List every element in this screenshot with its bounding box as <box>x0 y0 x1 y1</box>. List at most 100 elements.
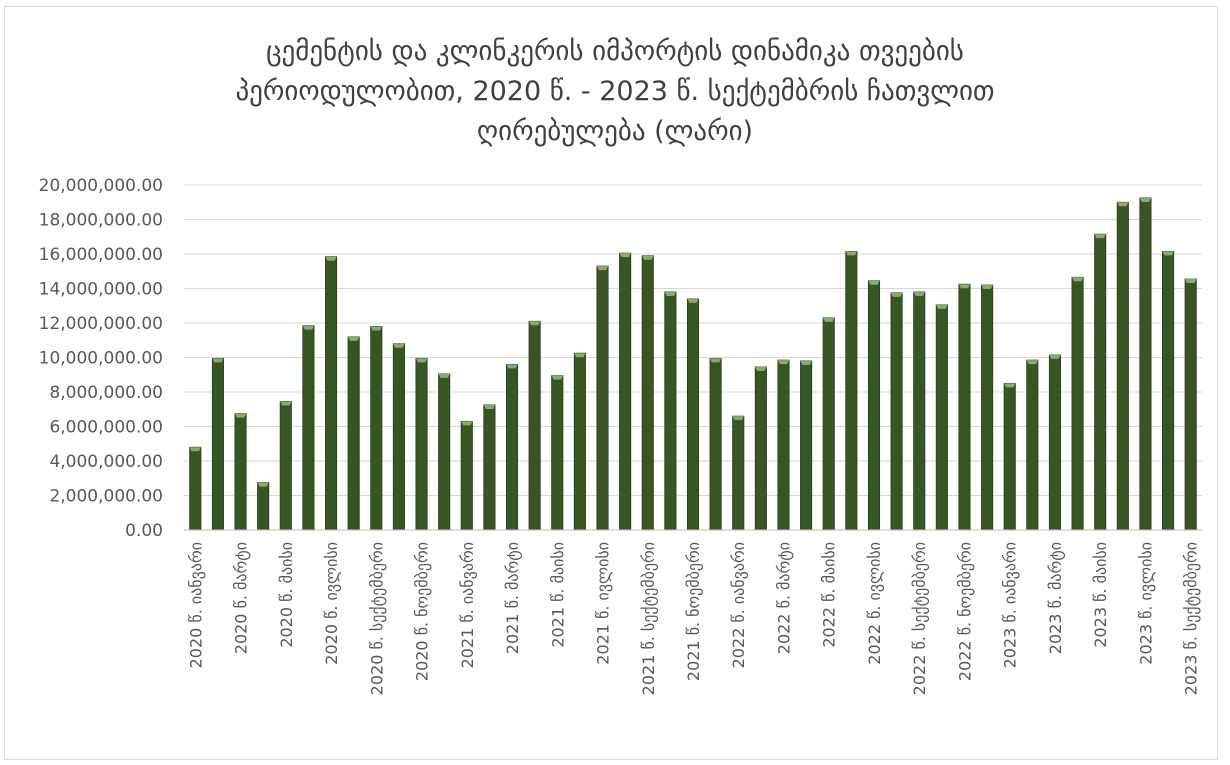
bar-highlight <box>936 304 948 309</box>
bar-highlight <box>1071 277 1084 282</box>
y-tick-label: 12,000,000.00 <box>39 314 163 334</box>
bar <box>1071 276 1084 531</box>
x-tick-label: 2022 წ. ივლისი <box>865 542 884 665</box>
bar <box>347 336 360 531</box>
bar-highlight <box>845 251 858 256</box>
bar <box>1139 197 1152 531</box>
bar <box>460 420 473 531</box>
bar <box>483 404 496 531</box>
chart-title-line-3: ღირებულება (ლარი) <box>476 116 754 147</box>
bar-highlight <box>280 401 292 406</box>
y-tick-label: 20,000,000.00 <box>39 176 163 196</box>
bar <box>596 265 609 531</box>
bar-highlight <box>913 291 925 296</box>
x-tick-label: 2022 წ. ნოემბერი <box>955 542 974 681</box>
bar <box>528 320 541 531</box>
bar-highlight <box>234 413 247 418</box>
bar <box>1094 233 1107 531</box>
bar-highlight <box>1185 279 1197 284</box>
bar-highlight <box>574 353 586 358</box>
bar <box>1003 382 1016 531</box>
bar-highlight <box>461 421 473 426</box>
x-axis-tick-labels: 2020 წ. იანვარი 2020 წ. მარტი 2020 წ. მაის… <box>186 542 1200 695</box>
bar-highlight <box>189 447 201 452</box>
y-tick-label: 16,000,000.00 <box>39 245 163 265</box>
y-tick-label: 14,000,000.00 <box>39 280 163 300</box>
bar <box>324 256 338 531</box>
bar-highlight <box>958 284 971 289</box>
bar <box>619 252 632 531</box>
x-tick-label: 2023 წ. მარტი <box>1046 542 1065 654</box>
bar <box>822 317 835 531</box>
x-tick-label: 2023 წ. სექტემბერი <box>1182 542 1201 695</box>
bar-highlight <box>1026 360 1038 365</box>
bar <box>392 343 405 531</box>
bar-highlight <box>800 360 812 365</box>
x-tick-label: 2023 წ. მაისი <box>1091 542 1110 648</box>
bar <box>958 283 971 531</box>
y-tick-label: 8,000,000.00 <box>49 383 163 403</box>
bar <box>257 482 270 531</box>
bar-highlight <box>528 321 541 326</box>
x-tick-label: 2021 წ. ივლისი <box>594 542 613 665</box>
bar-highlight <box>890 292 903 297</box>
bar <box>279 401 292 531</box>
bar <box>234 413 247 531</box>
bar-highlight <box>868 280 880 285</box>
chart-title: ცემენტის და კლინკერის იმპორტის დინამიკა … <box>0 32 1230 152</box>
bar <box>686 298 700 531</box>
x-tick-label: 2023 წ. იანვარი <box>1001 542 1020 668</box>
bar-highlight <box>370 326 382 331</box>
bar-highlight <box>823 317 835 322</box>
bar <box>935 304 948 531</box>
x-tick-label: 2023 წ. ივლისი <box>1136 542 1155 665</box>
y-axis-tick-labels: 0.00 2,000,000.00 4,000,000.00 6,000,000.00… <box>39 176 163 541</box>
bar <box>1116 201 1129 531</box>
y-tick-label: 10,000,000.00 <box>39 349 163 369</box>
bar <box>573 352 586 531</box>
chart-title-line-1: ცემენტის და კლინკერის იმპორტის დინამიკა … <box>266 36 964 67</box>
bar <box>1048 354 1062 531</box>
x-tick-label: 2021 წ. იანვარი <box>458 542 477 668</box>
bar <box>754 366 767 531</box>
bar-highlight <box>981 285 993 290</box>
bar-highlight <box>551 375 563 380</box>
bar <box>415 357 428 531</box>
bar-highlight <box>1139 197 1152 202</box>
bar-highlight <box>619 253 631 258</box>
bar-highlight <box>212 358 224 363</box>
bar <box>867 280 881 531</box>
x-tick-label: 2020 წ. ნოემბერი <box>413 542 432 681</box>
bar-highlight <box>1094 234 1106 239</box>
bar-highlight <box>709 358 722 363</box>
bar <box>913 291 926 531</box>
x-tick-label: 2022 წ. მარტი <box>774 542 793 654</box>
y-tick-label: 18,000,000.00 <box>39 211 163 231</box>
bar <box>505 363 519 531</box>
bar <box>981 284 994 531</box>
x-tick-label: 2020 წ. მარტი <box>232 542 251 654</box>
chart-title-line-2: პერიოდულობით, 2020 წ. - 2023 წ. სექტემბრ… <box>235 76 995 107</box>
bar-highlight <box>596 266 609 271</box>
y-tick-label: 0.00 <box>125 521 163 541</box>
x-tick-label: 2022 წ. მაისი <box>820 542 839 648</box>
bar-highlight <box>483 404 496 409</box>
bar <box>664 291 677 531</box>
bar <box>845 251 858 531</box>
bar <box>370 326 383 531</box>
bar <box>732 415 745 531</box>
bar-highlight <box>755 366 767 371</box>
bar <box>709 357 722 531</box>
x-tick-label: 2021 წ. მარტი <box>503 542 522 654</box>
bar-highlight <box>257 482 269 487</box>
bars <box>189 197 1197 531</box>
bar <box>1026 359 1039 531</box>
bar <box>777 359 790 531</box>
bar <box>641 255 654 531</box>
x-tick-label: 2020 წ. მაისი <box>277 542 296 648</box>
bar-highlight <box>687 298 699 303</box>
bar-highlight <box>348 336 360 341</box>
bar <box>1162 251 1175 531</box>
bar-highlight <box>1117 202 1129 207</box>
bar <box>1184 278 1197 531</box>
